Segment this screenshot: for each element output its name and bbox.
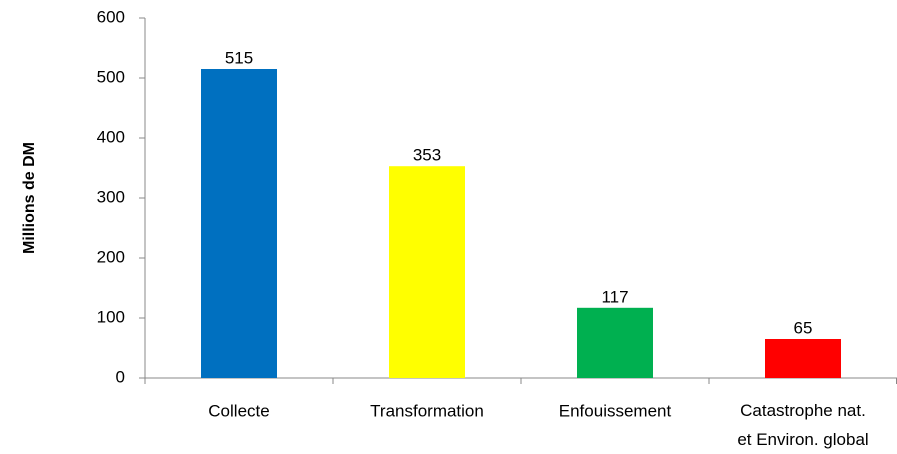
value-label: 353: [413, 146, 441, 165]
bar: [765, 339, 841, 378]
y-tick-label: 500: [97, 67, 125, 86]
bar: [201, 69, 277, 378]
x-tick-label: Collecte: [208, 401, 269, 420]
value-label: 117: [601, 287, 628, 306]
y-tick-label: 400: [97, 127, 125, 146]
bar: [577, 307, 653, 378]
x-tick-label: Catastrophe nat. et Environ. global: [737, 401, 868, 449]
x-tick-label: Enfouissement: [559, 401, 672, 420]
y-tick-label: 600: [97, 7, 125, 26]
y-tick-label: 200: [97, 247, 125, 266]
y-tick-label: 300: [97, 187, 125, 206]
bar: [389, 166, 465, 378]
y-tick-label: 100: [97, 307, 125, 326]
value-label: 515: [225, 48, 253, 67]
y-tick-label: 0: [116, 367, 125, 386]
x-tick-label: Transformation: [370, 401, 484, 420]
value-label: 65: [794, 318, 813, 337]
y-axis-label: Millions de DM: [21, 142, 38, 254]
